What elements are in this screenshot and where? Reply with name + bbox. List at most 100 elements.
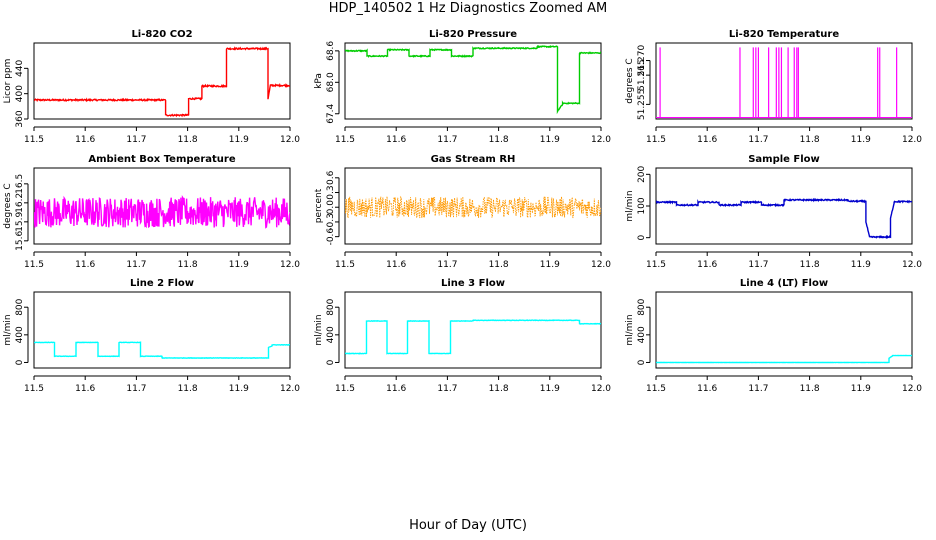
y-tick-label: 360 [15, 110, 25, 127]
x-tick-label: 11.9 [540, 135, 560, 145]
y-tick-label: 16.2 [15, 193, 25, 213]
plot-frame [655, 291, 913, 369]
series-area [345, 44, 601, 115]
y-tick-label: 100 [637, 197, 647, 214]
y-tick-label: 0 [637, 235, 647, 241]
y-tick-label: 16.5 [15, 174, 25, 194]
x-tick-label: 11.5 [646, 135, 666, 145]
series-line [34, 46, 290, 118]
y-tick-label: -0.3 [326, 213, 336, 231]
plot-frame [33, 42, 291, 120]
plot-frame [33, 167, 291, 245]
x-tick-label: 11.5 [24, 384, 44, 394]
x-tick-label: 11.5 [646, 260, 666, 270]
x-tick-label: 11.9 [851, 384, 871, 394]
panel-title: Line 2 Flow [130, 278, 194, 289]
x-tick-label: 11.5 [24, 135, 44, 145]
plot-frame [655, 42, 913, 120]
panel-title: Li-820 CO2 [131, 29, 192, 40]
series-points [345, 195, 601, 219]
x-tick-label: 11.7 [748, 135, 768, 145]
x-tick-label: 11.5 [24, 260, 44, 270]
x-tick-label: 11.8 [489, 260, 509, 270]
y-tick-label: 51.270 [637, 45, 647, 77]
y-tick-label: 0 [637, 359, 647, 365]
chart-panel-8: Line 3 Flow ml/min 11.5 11.6 11.7 11.8 11.9 12.… [314, 278, 611, 394]
series-line [345, 44, 601, 115]
y-axis-label: ml/min [314, 314, 324, 345]
chart-panel-2: Li-820 Pressure kPa 11.5 11.6 11.7 11.8 11.9 12… [314, 29, 611, 145]
x-tick-label: 11.8 [489, 384, 509, 394]
x-tick-label: 11.6 [75, 135, 95, 145]
x-tick-label: 11.7 [748, 384, 768, 394]
x-tick-label: 11.6 [386, 260, 406, 270]
x-tick-label: 11.9 [229, 384, 249, 394]
series-area [345, 319, 601, 355]
y-tick-label: 400 [15, 85, 25, 102]
series-area [34, 46, 290, 118]
x-tick-label: 11.7 [748, 260, 768, 270]
chart-panel-9: Line 4 (LT) Flow ml/min 11.5 11.6 11.7 11.8 11… [625, 278, 922, 394]
y-tick-label: 51.255 [637, 89, 647, 121]
series-line [656, 354, 912, 364]
chart-panel-6: Sample Flow ml/min 11.5 11.6 11.7 11.8 11.9 12.… [625, 154, 922, 270]
plot-frame [344, 167, 602, 245]
x-tick-label: 11.9 [540, 260, 560, 270]
x-tick-label: 11.5 [646, 384, 666, 394]
series-area [34, 194, 290, 229]
series-area [656, 354, 912, 364]
x-tick-label: 12.0 [591, 260, 611, 270]
plot-frame [33, 291, 291, 369]
y-tick-label: 67.4 [326, 103, 336, 123]
y-tick-label: 800 [326, 298, 336, 315]
x-tick-label: 11.9 [229, 260, 249, 270]
x-tick-label: 11.8 [800, 384, 820, 394]
x-tick-label: 11.6 [75, 260, 95, 270]
panel-title: Sample Flow [748, 154, 820, 165]
x-tick-label: 11.9 [540, 384, 560, 394]
y-axis-label: percent [314, 188, 324, 223]
y-axis-label: Licor ppm [3, 59, 13, 104]
x-tick-label: 11.8 [489, 135, 509, 145]
panel-title: Line 4 (LT) Flow [740, 278, 828, 289]
y-tick-label: 400 [637, 326, 647, 343]
y-tick-label: 68.0 [326, 72, 336, 92]
x-tick-label: 11.6 [386, 135, 406, 145]
x-tick-label: 12.0 [280, 260, 300, 270]
series-area [34, 341, 290, 360]
x-tick-label: 11.9 [851, 135, 871, 145]
y-tick-label: 0 [326, 359, 336, 365]
y-tick-label: 0.6 [326, 170, 336, 185]
x-tick-label: 12.0 [591, 135, 611, 145]
plot-frame [344, 291, 602, 369]
panel-title: Li-820 Temperature [729, 29, 839, 40]
series-line [34, 194, 290, 229]
y-tick-label: 400 [326, 326, 336, 343]
x-tick-label: 11.8 [178, 260, 198, 270]
x-tick-label: 12.0 [902, 384, 922, 394]
series-area [656, 47, 912, 119]
x-tick-label: 11.8 [178, 384, 198, 394]
y-tick-label: 800 [637, 298, 647, 315]
y-axis-label: degrees C [625, 58, 635, 103]
series-line [656, 197, 912, 240]
x-tick-label: 11.5 [335, 260, 355, 270]
y-axis-label: kPa [314, 73, 324, 89]
x-tick-label: 11.8 [800, 135, 820, 145]
y-axis-label: degrees C [3, 183, 13, 228]
y-tick-label: 800 [15, 298, 25, 315]
chart-panel-5: Gas Stream RH percent 11.5 11.6 11.7 11.8 11.9… [314, 154, 611, 270]
y-tick-label: 0.0 [326, 200, 336, 215]
chart-panel-3: Li-820 Temperature degrees C 11.5 11.6 11.7 1… [625, 29, 922, 145]
chart-panel-7: Line 2 Flow ml/min 11.5 11.6 11.7 11.8 11.9 12.… [3, 278, 300, 394]
y-tick-label: 0 [15, 359, 25, 365]
x-tick-label: 11.5 [335, 384, 355, 394]
y-tick-label: 0.3 [326, 185, 336, 199]
panel-title: Li-820 Pressure [429, 29, 517, 40]
x-tick-label: 11.5 [335, 135, 355, 145]
x-tick-label: 11.6 [697, 135, 717, 145]
x-tick-label: 11.7 [437, 384, 457, 394]
y-tick-label: 15.6 [15, 231, 25, 251]
